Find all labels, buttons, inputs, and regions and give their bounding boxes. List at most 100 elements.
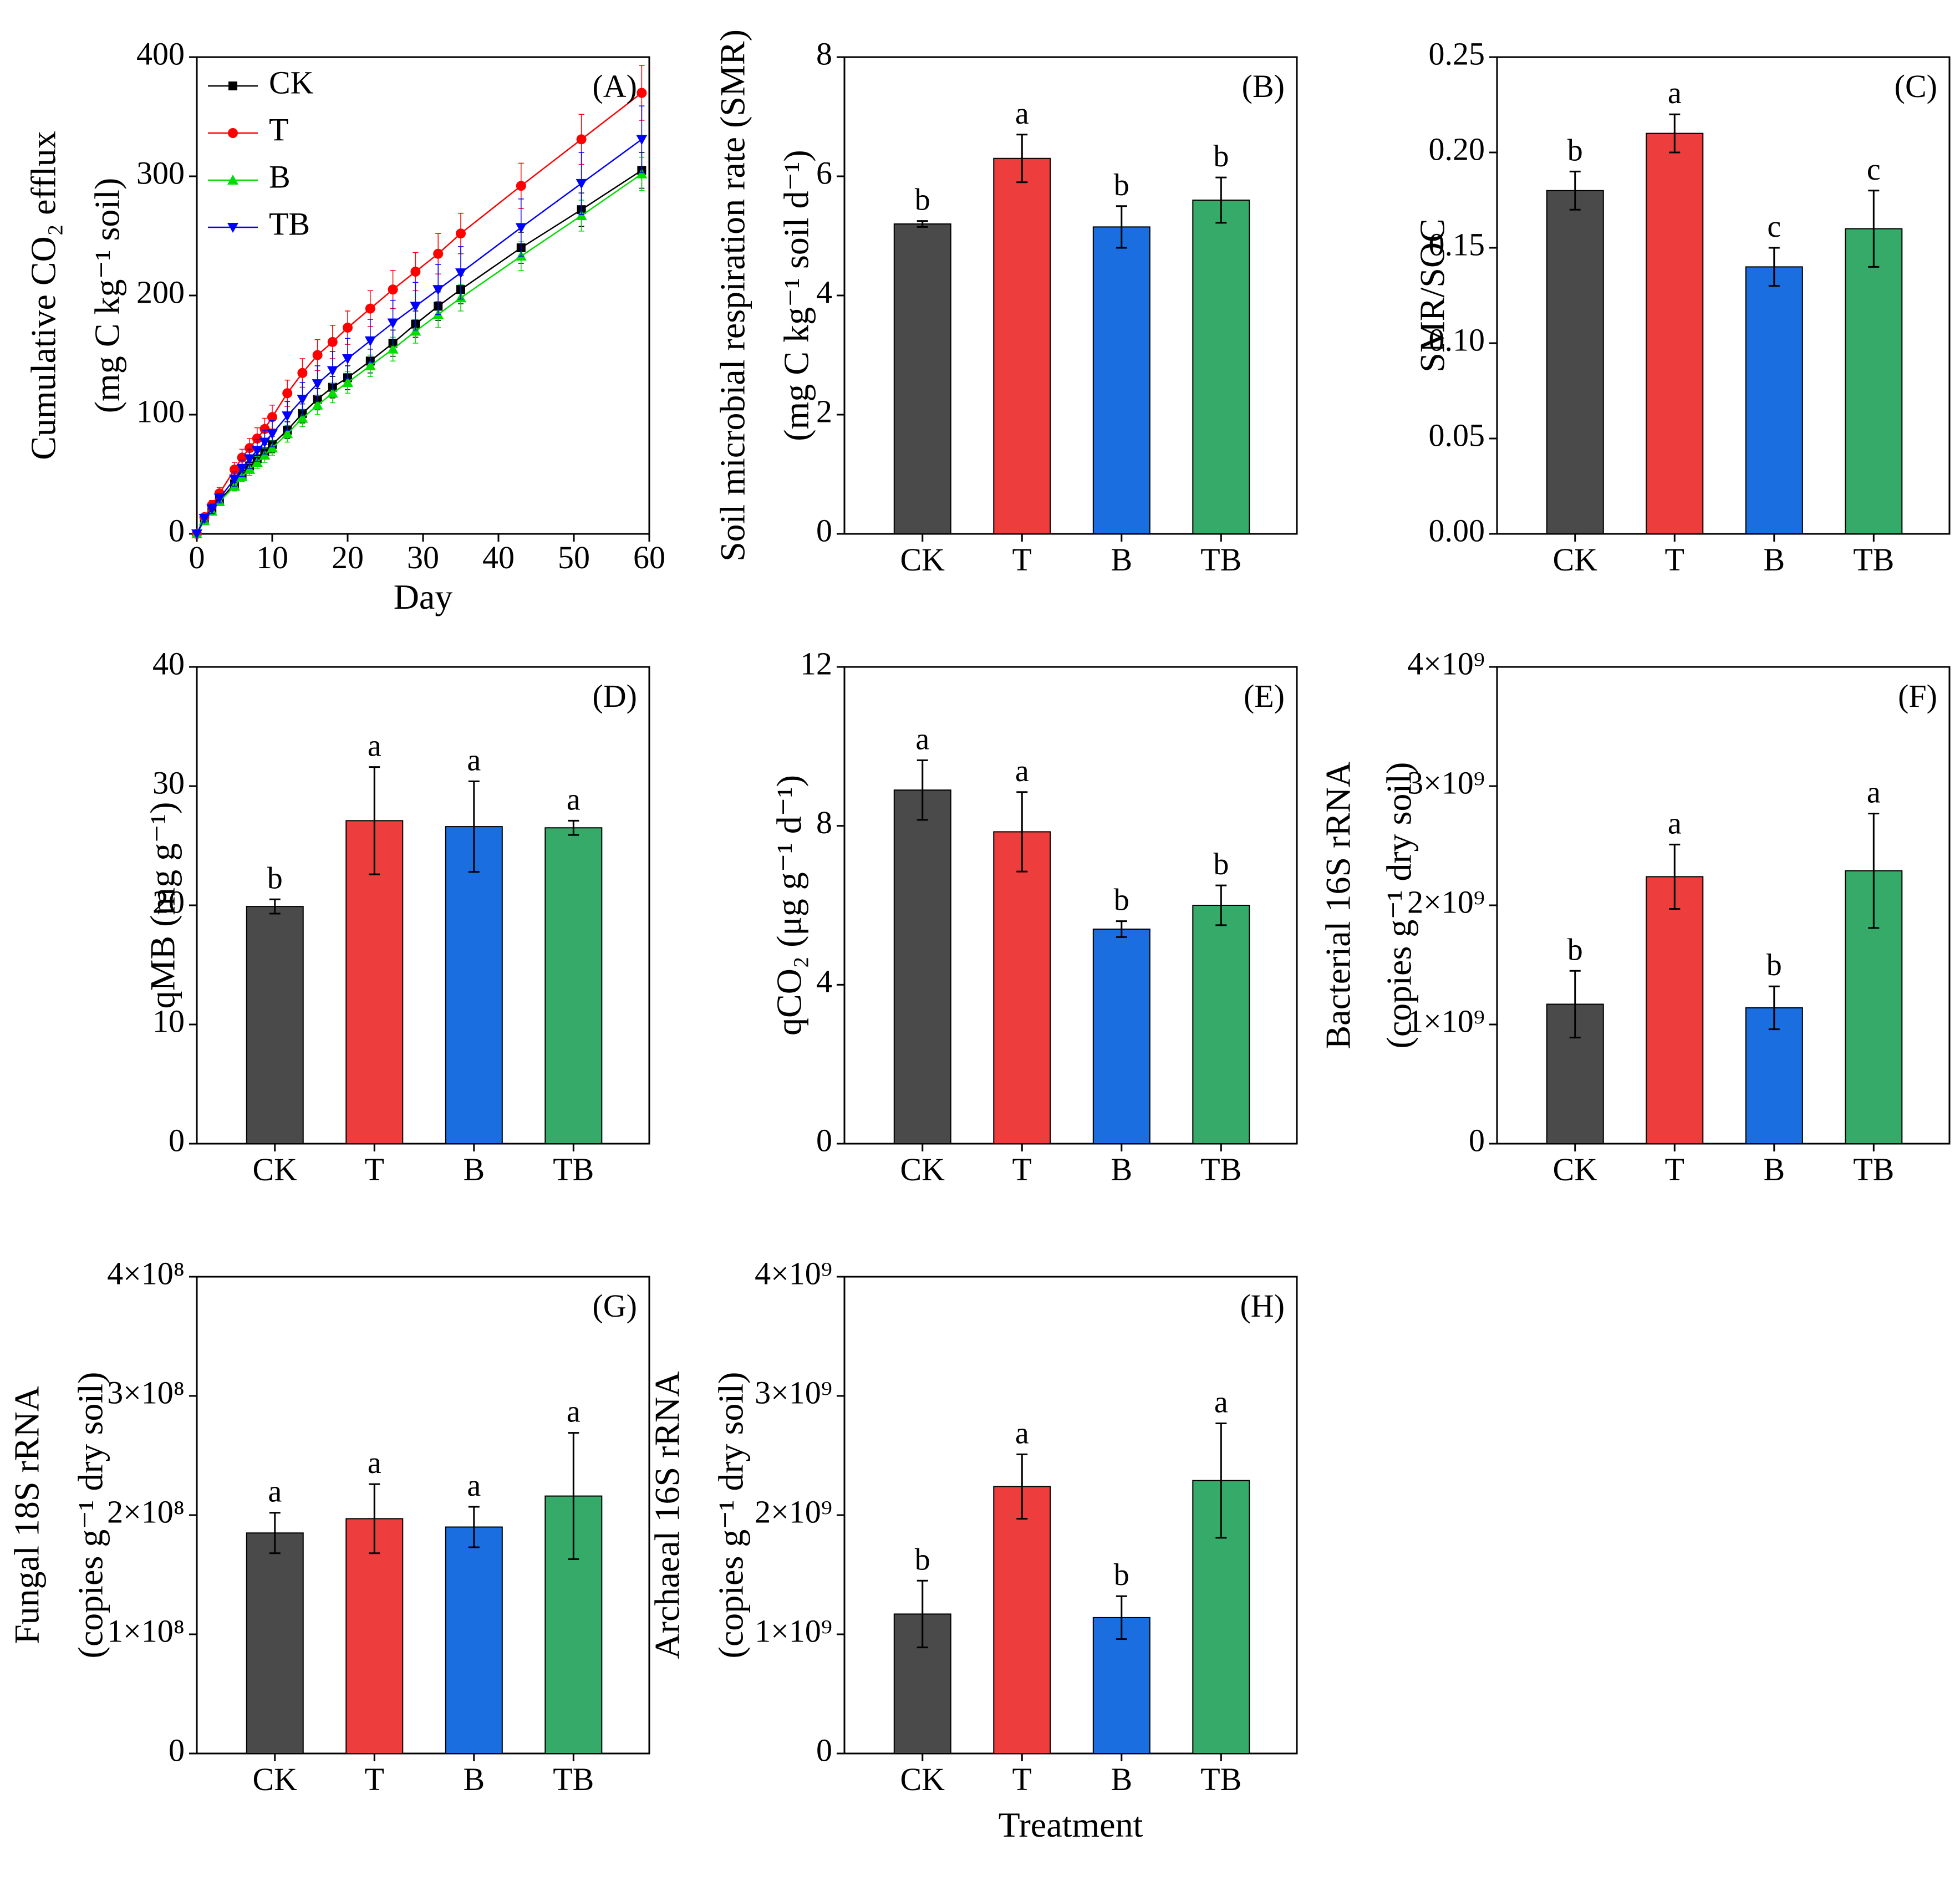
panel-E-letter-t: a [1015, 754, 1029, 788]
point-t [312, 350, 323, 360]
panel-A-xtick-label: 50 [558, 539, 590, 575]
legend-marker-tb [227, 223, 238, 233]
panel-C-category-tb: TB [1853, 542, 1894, 578]
panel-G-category-b: B [463, 1761, 485, 1797]
panel-C-letter-tb: c [1867, 152, 1881, 187]
panel-C: 0.00 0.05 0.10 0.15 0.20 0.25 b CK a Tc Bc TB SMR/SO… [1413, 35, 1951, 578]
legend-label-t: T [269, 111, 288, 147]
panel-B-errorbar-b [1116, 205, 1127, 249]
panel-G-errorbar-t [369, 1483, 380, 1554]
point-t [297, 368, 308, 378]
point-tb [515, 223, 527, 233]
panel-H-ylabel-units: (copies g⁻¹ dry soil) [711, 1372, 751, 1659]
panel-B-ylabel-units: (mg C kg⁻¹ soil d⁻¹) [777, 150, 816, 441]
panel-D-errorbar-tb [568, 819, 579, 836]
panel-E-ytick-label: 12 [800, 645, 832, 681]
point-b [259, 450, 271, 460]
panel-C-category-t: T [1665, 542, 1684, 578]
panel-D-ytick-label: 0 [169, 1122, 185, 1158]
panel-B-ytick-label: 8 [816, 35, 832, 72]
panel-C-errorbar-ck [1569, 170, 1581, 211]
panel-F-ylabel-units: (copies g⁻¹ dry soil) [1379, 762, 1419, 1049]
panel-F-ylabel: Bacterial 16S rRNA [1318, 762, 1358, 1049]
panel-C-ytick-label: 0.05 [1429, 417, 1485, 453]
panel-A-ytick-label: 400 [136, 35, 185, 72]
panel-A-xtick-label: 60 [633, 539, 665, 575]
panel-H-bar-t [993, 1486, 1051, 1754]
panel-E-errorbar-ck [917, 759, 928, 821]
panel-F-ytick-label: 1×10⁹ [1407, 1003, 1485, 1039]
panel-C-label: (C) [1895, 68, 1937, 104]
panel-C-frame [1496, 56, 1951, 535]
panel-D-category-ck: CK [252, 1151, 297, 1187]
panel-B-errorbar-tb [1215, 176, 1227, 224]
panel-F-errorbar-b [1768, 985, 1780, 1031]
panel-H-ytick-label: 2×10⁹ [755, 1493, 832, 1530]
panel-G-ylabel-units: (copies g⁻¹ dry soil) [71, 1372, 110, 1659]
panel-D-errorbar-t [369, 766, 380, 875]
panel-H-bar-tb [1192, 1480, 1250, 1754]
legend-marker-b [227, 175, 238, 185]
panel-F-errorbar-tb [1868, 812, 1880, 929]
point-t [343, 323, 353, 333]
point-b [244, 463, 256, 474]
panel-E-ylabel: qCO₂ (μg g⁻¹ d⁻¹) [770, 775, 809, 1036]
point-tb [410, 302, 421, 312]
panel-G-category-ck: CK [252, 1761, 297, 1797]
panel-H-category-b: B [1111, 1761, 1132, 1797]
panel-E-category-tb: TB [1200, 1151, 1241, 1187]
panel-A-ytick-label: 300 [136, 155, 185, 191]
panel-E-letter-ck: a [915, 722, 929, 756]
point-b [576, 210, 587, 220]
panel-A-ytick-label: 0 [169, 512, 185, 548]
panel-C-category-ck: CK [1552, 542, 1597, 578]
panel-A-xtick-label: 10 [256, 539, 288, 575]
panel-G-errorbar-ck [269, 1512, 281, 1554]
panel-B-bar-ck [893, 223, 951, 534]
panel-F-ytick-label: 2×10⁹ [1407, 884, 1485, 920]
panel-F-label: (F) [1898, 678, 1937, 714]
panel-E-ytick-label: 0 [816, 1122, 832, 1158]
panel-C-errorbar-b [1768, 247, 1780, 287]
point-tb [236, 463, 248, 474]
panel-G-letter-tb: a [567, 1395, 581, 1429]
point-tb [213, 493, 225, 504]
panel-B-ytick-label: 6 [816, 155, 832, 191]
legend-marker-ck [228, 81, 237, 90]
point-b [251, 457, 263, 467]
panel-A-ytick-label: 100 [136, 393, 185, 429]
point-tb [387, 318, 399, 329]
panel-C-category-b: B [1763, 542, 1785, 578]
panel-F-bar-b [1745, 1007, 1803, 1145]
panel-G-errorbar-tb [568, 1432, 579, 1561]
panel-A-ylabel: Cumulative CO₂ efflux [24, 131, 63, 460]
point-b [267, 442, 278, 453]
panel-A: 0 100 200 300 400 0 10 20 30 40 50 60 CK TB TB Cumulati… [24, 35, 665, 616]
panel-B-letter-t: a [1015, 96, 1029, 131]
panel-B: 0 2 4 6 8 b CK a Tb Bb TB Soil microbial respiratio… [713, 29, 1298, 578]
panel-B-letter-tb: b [1213, 139, 1229, 174]
point-b [636, 168, 648, 179]
point-tb [364, 336, 376, 346]
panel-F: 0 1×10⁹ 2×10⁹ 3×10⁹ 4×10⁹ b CK a Tb Ba TB Bacterial… [1318, 645, 1951, 1187]
point-tb [244, 454, 256, 465]
panel-A-xlabel: Day [394, 577, 453, 616]
panel-D-errorbar-ck [269, 898, 281, 915]
panel-H-ylabel: Archaeal 16S rRNA [648, 1372, 687, 1659]
point-t [637, 88, 647, 98]
point-t [516, 181, 526, 191]
panel-H-errorbar-tb [1215, 1422, 1227, 1539]
panel-B-category-tb: TB [1200, 542, 1241, 578]
panel-H-errorbar-t [1016, 1453, 1028, 1520]
panel-F-errorbar-ck [1569, 970, 1581, 1039]
panel-F-category-tb: TB [1853, 1151, 1894, 1187]
point-tb [251, 446, 263, 456]
panel-D-letter-t: a [368, 729, 381, 763]
panel-B-ytick-label: 0 [816, 512, 832, 548]
panel-C-ytick-label: 0.15 [1429, 226, 1485, 262]
panel-C-errorbar-tb [1868, 190, 1880, 268]
point-t [245, 443, 255, 453]
panel-E-bar-ck [893, 789, 951, 1144]
point-tb [297, 395, 308, 405]
point-tb [312, 379, 323, 390]
